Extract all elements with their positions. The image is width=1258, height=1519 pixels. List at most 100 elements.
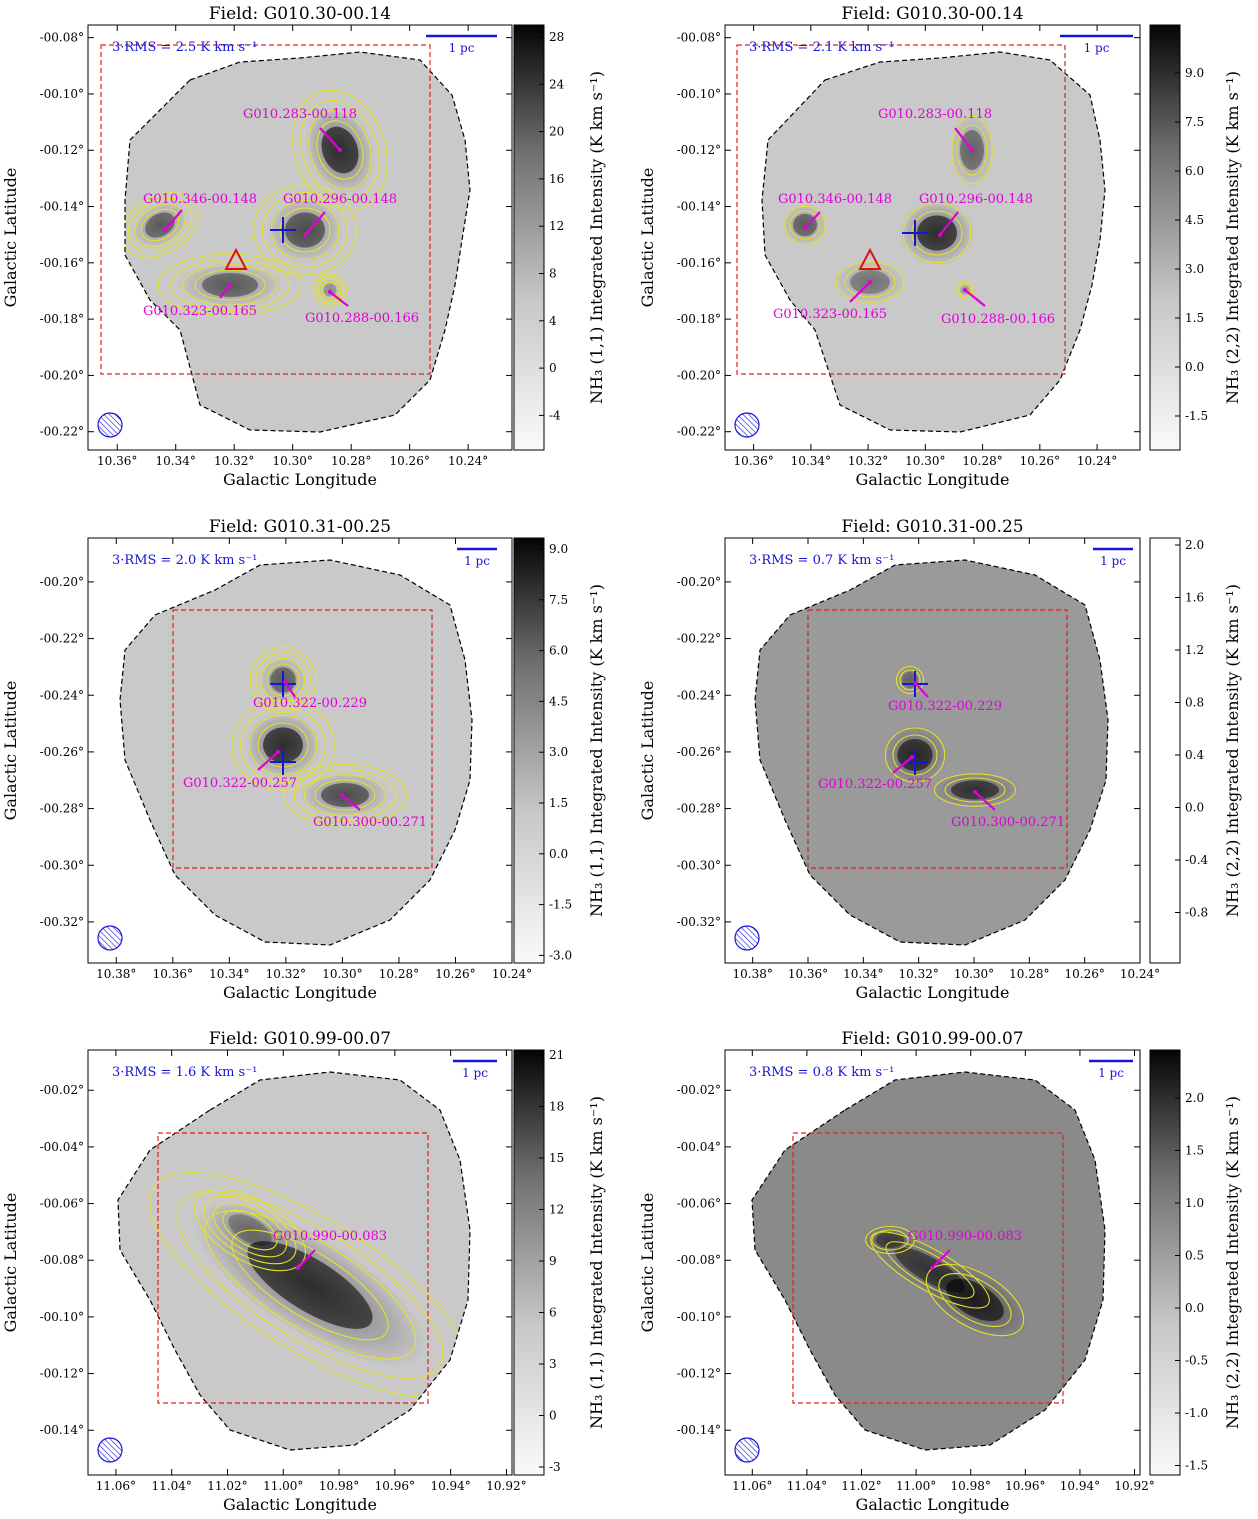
contour-line	[784, 205, 826, 245]
colorbar-tick-label: 6.0	[549, 644, 568, 658]
colorbar-tick-label: -0.8	[1185, 906, 1208, 920]
y-tick-label: -00.14°	[677, 200, 721, 214]
colorbar-tick-label: -0.4	[1185, 853, 1209, 867]
panel-title: Field: G010.30-00.14	[841, 4, 1023, 24]
scale-bar-label: 1 pc	[1098, 1066, 1124, 1080]
y-tick-label: -00.20°	[677, 368, 721, 382]
source-label: G010.288-00.166	[941, 312, 1055, 327]
y-tick-label: -00.06°	[677, 1197, 721, 1211]
colorbar-tick-label: 7.5	[549, 593, 568, 607]
colorbar-tick-label: -1.5	[1185, 409, 1208, 423]
contour-line	[157, 253, 303, 317]
beam-icon	[734, 925, 760, 951]
colorbar-tick-label: 0.0	[1185, 801, 1204, 815]
x-tick-label: 10.30°	[273, 454, 313, 468]
source-arrow-head	[338, 148, 342, 152]
x-tick-label: 10.30°	[954, 967, 994, 981]
contour-line	[293, 768, 397, 822]
x-tick-label: 10.34°	[209, 967, 249, 981]
scale-bar-label: 1 pc	[1084, 41, 1110, 55]
contour-line	[884, 727, 946, 783]
colorbar-tick-label: 0.0	[549, 847, 568, 861]
colorbar-tick-label: 12	[549, 1203, 564, 1217]
rms-label: 3·RMS = 2.0 K km s⁻¹	[112, 553, 257, 568]
source-arrow	[284, 681, 296, 698]
contour-line	[956, 281, 974, 299]
contour-line	[300, 99, 380, 201]
y-tick-label: -00.04°	[677, 1140, 721, 1154]
colorbar-tick-label: 4.5	[1185, 213, 1204, 227]
y-axis-label: Galactic Latitude	[638, 1193, 657, 1333]
y-tick-label: -00.08°	[677, 1253, 721, 1267]
contour-line	[314, 779, 376, 811]
x-tick-label: 10.96°	[1005, 1479, 1045, 1493]
y-tick-label: -00.30°	[677, 858, 721, 872]
colorbar-tick-label: 4	[549, 314, 557, 328]
colorbar-tick-label: 24	[549, 77, 565, 91]
y-axis-label: Galactic Latitude	[1, 1193, 20, 1333]
colorbar-label: NH₃ (1,1) Integrated Intensity (K km s⁻¹…	[587, 71, 606, 404]
colorbar-tick-label: -1.0	[1185, 1406, 1208, 1420]
y-axis-label: Galactic Latitude	[1, 168, 20, 308]
source-label: G010.990-00.083	[908, 1229, 1022, 1244]
emission-core	[145, 212, 175, 238]
colorbar-tick-label: -1.5	[549, 898, 572, 912]
y-tick-label: -00.08°	[40, 1253, 84, 1267]
source-label: G010.283-00.118	[243, 107, 357, 122]
emission-core	[285, 212, 325, 248]
colorbar-tick-label: 3	[549, 1357, 557, 1371]
source-arrow-head	[963, 288, 967, 292]
x-axis-label: Galactic Longitude	[223, 983, 377, 1002]
emission-peak	[300, 772, 390, 818]
y-tick-label: -00.24°	[677, 688, 721, 702]
source-arrow-head	[283, 680, 287, 684]
contour-line	[231, 699, 335, 791]
x-tick-label: 11.00°	[896, 1479, 936, 1493]
beam-icon	[734, 1437, 760, 1463]
y-tick-label: -00.02°	[677, 1083, 721, 1097]
contour-line	[870, 1231, 990, 1309]
panel-6: Field: G010.99-00.07 11.06° 11.04° 11.02° 11…	[638, 1029, 1242, 1514]
rms-label: 3·RMS = 0.8 K km s⁻¹	[749, 1065, 894, 1080]
source-label: G010.300-00.271	[313, 815, 427, 830]
map-outline	[117, 1071, 471, 1451]
colorbar-tick-label: 0.4	[1185, 748, 1204, 762]
x-axis-label: Galactic Longitude	[223, 1495, 377, 1514]
rms-label: 3·RMS = 2.5 K km s⁻¹	[112, 40, 257, 55]
contour-line	[134, 203, 186, 247]
colorbar-tick-label: 1.5	[549, 796, 568, 810]
region-box	[736, 44, 1066, 375]
source-arrow-head	[930, 1266, 934, 1270]
colorbar-tick-label: 0.0	[1185, 1301, 1204, 1315]
y-axis-label: Galactic Latitude	[638, 681, 657, 821]
x-tick-label: 10.92°	[486, 1479, 526, 1493]
colorbar-tick-label: 12	[549, 219, 564, 233]
panel-title: Field: G010.99-00.07	[209, 1029, 391, 1049]
colorbar-tick-label: 1.0	[1185, 1196, 1204, 1210]
contour-line	[261, 192, 349, 268]
colorbar-tick-label: 3.0	[549, 745, 568, 759]
y-tick-label: -00.28°	[40, 802, 84, 816]
colorbar	[1149, 24, 1181, 451]
source-arrow-head	[303, 233, 307, 237]
source-arrow	[939, 211, 959, 236]
contour-line	[316, 120, 364, 180]
scale-bar-label: 1 pc	[464, 554, 490, 568]
source-arrow-head	[340, 793, 344, 797]
y-tick-label: -00.22°	[40, 632, 84, 646]
contour-line	[933, 773, 1017, 807]
x-tick-label: 11.02°	[207, 1479, 247, 1493]
region-box	[100, 44, 431, 375]
contour-line	[895, 665, 925, 695]
emission-peak	[895, 665, 925, 695]
colorbar-tick-label: 0.8	[1185, 696, 1204, 710]
x-tick-label: 10.30°	[905, 454, 945, 468]
x-tick-label: 10.26°	[389, 454, 429, 468]
colorbar-tick-label: 0	[549, 1409, 557, 1423]
emission-peak	[131, 201, 189, 249]
contour-line	[951, 115, 993, 185]
source-arrow-head	[803, 226, 807, 230]
source-arrow-head	[868, 280, 872, 284]
source-arrow	[804, 211, 821, 229]
contour-line	[835, 261, 905, 303]
